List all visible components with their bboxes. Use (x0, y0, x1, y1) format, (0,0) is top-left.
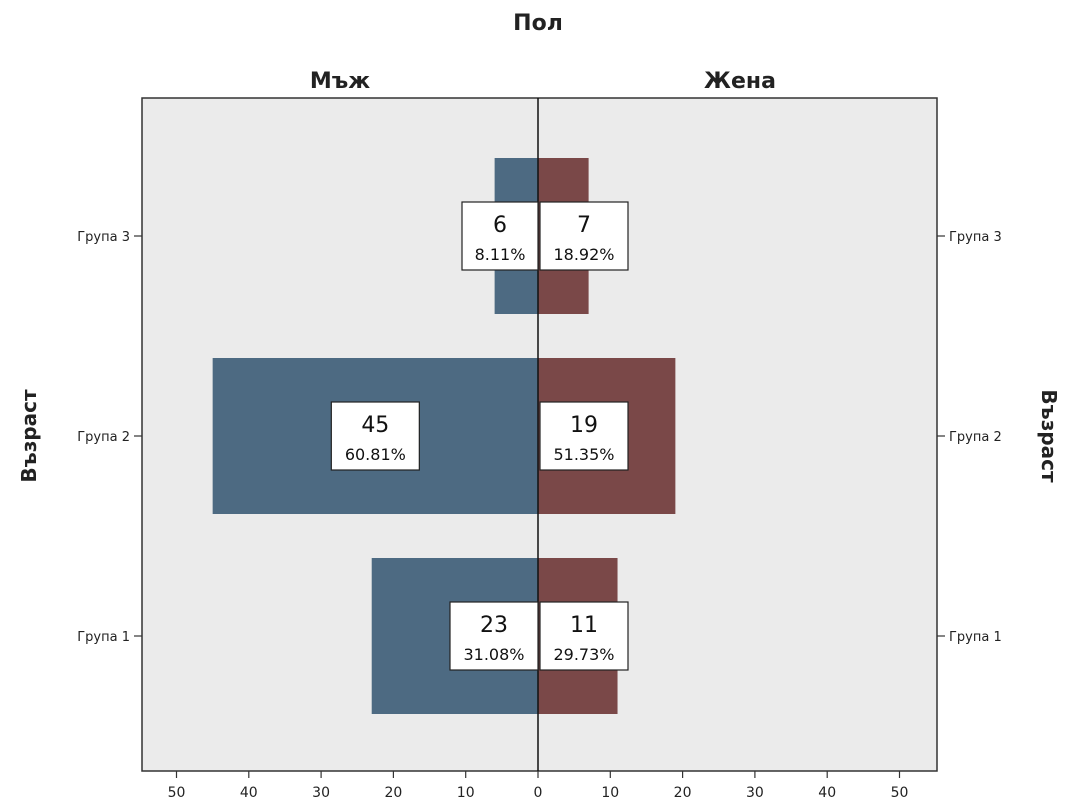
data-labels-group: 23 31.08% 45 60.81% 6 8.11% 11 29.73% 19 51.35% 7 1… (330, 201, 629, 671)
count-label-male-3: 6 (493, 213, 507, 238)
x-tick-label-right-10: 10 (601, 785, 619, 801)
percent-label-male-2: 60.81% (345, 445, 406, 464)
count-label-female-1: 11 (570, 613, 598, 638)
x-tick-label-left-0: 0 (534, 785, 543, 801)
x-tick-label-right-20: 20 (674, 785, 692, 801)
axis-ticks-group: Група 1 Група 1 Група 2 Група 2 Група 3 Група… (77, 230, 1002, 801)
percent-label-female-3: 18.92% (553, 245, 614, 264)
label-box-male-2 (330, 401, 420, 471)
percent-label-female-2: 51.35% (553, 445, 614, 464)
label-box-male-1 (449, 601, 539, 671)
label-box-female-3 (539, 201, 629, 271)
x-tick-label-left-20: 20 (384, 785, 402, 801)
chart-title: Пол (513, 11, 563, 36)
x-tick-label-left-50: 50 (168, 785, 186, 801)
label-box-female-1 (539, 601, 629, 671)
y-axis-title-right: Възраст (1037, 389, 1061, 483)
y-tick-label-left-2: Група 2 (77, 430, 130, 445)
y-axis-title-left: Възраст (17, 389, 41, 483)
panel-title-male: Мъж (310, 69, 370, 94)
y-tick-label-right-1: Група 1 (949, 630, 1002, 645)
label-box-female-2 (539, 401, 629, 471)
percent-label-male-1: 31.08% (463, 645, 524, 664)
count-label-male-2: 45 (361, 413, 389, 438)
count-label-male-1: 23 (480, 613, 508, 638)
y-tick-label-right-2: Група 2 (949, 430, 1002, 445)
x-tick-label-left-10: 10 (457, 785, 475, 801)
percent-label-male-3: 8.11% (475, 245, 526, 264)
x-tick-label-right-40: 40 (818, 785, 836, 801)
y-tick-label-right-3: Група 3 (949, 230, 1002, 245)
percent-label-female-1: 29.73% (553, 645, 614, 664)
x-tick-label-right-30: 30 (746, 785, 764, 801)
y-tick-label-left-3: Група 3 (77, 230, 130, 245)
x-tick-label-left-40: 40 (240, 785, 258, 801)
panel-title-female: Жена (704, 69, 776, 94)
x-tick-label-right-50: 50 (891, 785, 909, 801)
count-label-female-3: 7 (577, 213, 591, 238)
x-tick-label-left-30: 30 (312, 785, 330, 801)
y-tick-label-left-1: Група 1 (77, 630, 130, 645)
label-box-male-3 (461, 201, 539, 271)
count-label-female-2: 19 (570, 413, 598, 438)
